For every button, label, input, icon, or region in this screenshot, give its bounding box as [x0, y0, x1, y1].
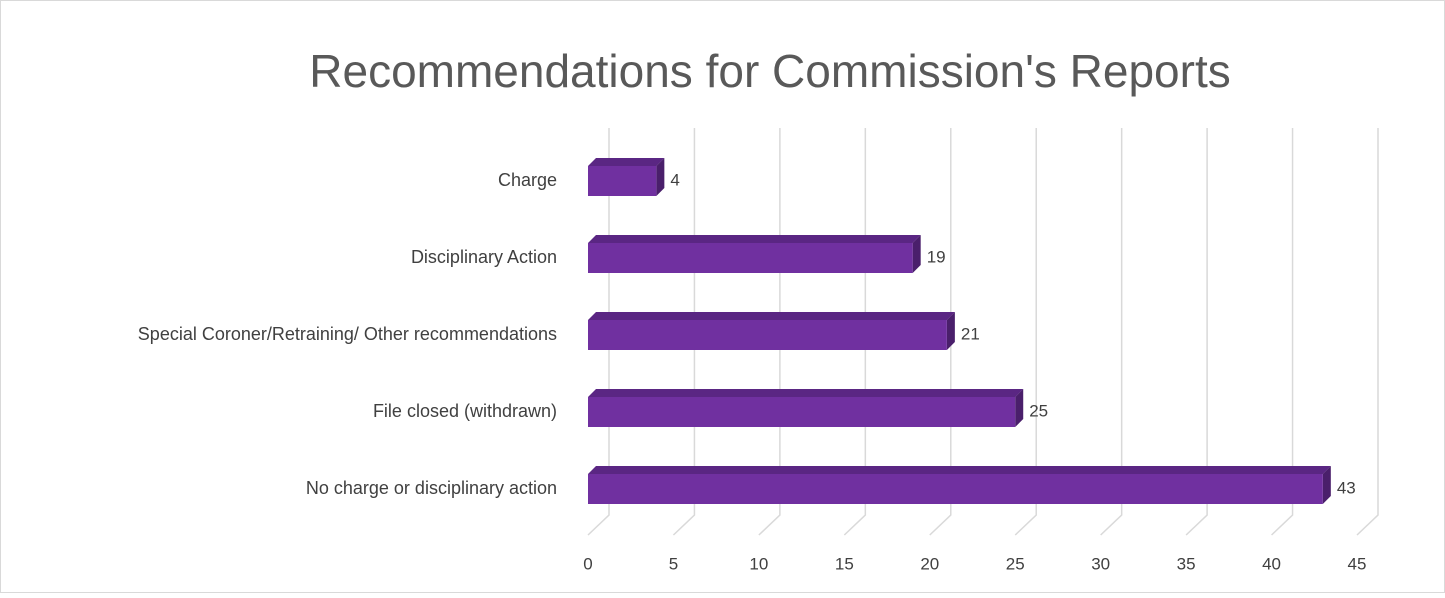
grid-line [929, 128, 952, 536]
x-tick-label: 45 [1348, 554, 1367, 573]
y-tick-label: No charge or disciplinary action [306, 478, 557, 498]
value-label: 4 [670, 170, 679, 189]
x-tick-label: 20 [920, 554, 939, 573]
bar-top [588, 389, 1024, 397]
bar [588, 320, 947, 350]
bar-top [588, 235, 921, 243]
y-tick-label: File closed (withdrawn) [373, 401, 557, 421]
bar-side [912, 235, 921, 273]
bar-top [588, 158, 665, 166]
x-tick-label: 35 [1177, 554, 1196, 573]
bar [588, 166, 657, 196]
bar-side [946, 312, 955, 350]
y-tick-label: Charge [498, 170, 557, 190]
value-label: 19 [927, 247, 946, 266]
chart-title: Recommendations for Commission's Reports [309, 45, 1230, 97]
grid-line [1185, 128, 1208, 536]
bar-top [588, 466, 1331, 474]
grid-line [1271, 128, 1294, 536]
bar [588, 397, 1016, 427]
value-label: 43 [1337, 478, 1356, 497]
x-tick-label: 30 [1091, 554, 1110, 573]
bar-top [588, 312, 955, 320]
x-tick-label: 10 [749, 554, 768, 573]
x-tick-label: 40 [1262, 554, 1281, 573]
value-label: 25 [1029, 401, 1048, 420]
y-tick-label: Disciplinary Action [411, 247, 557, 267]
bar [588, 243, 913, 273]
grid-line [1356, 128, 1379, 536]
x-tick-label: 25 [1006, 554, 1025, 573]
x-tick-label: 0 [583, 554, 592, 573]
x-tick-label: 5 [669, 554, 678, 573]
y-tick-label: Special Coroner/Retraining/ Other recomm… [138, 324, 557, 344]
bar-side [1015, 389, 1024, 427]
grid-line [1100, 128, 1123, 536]
grid-line [1014, 128, 1037, 536]
bar-side [656, 158, 665, 196]
bar [588, 474, 1323, 504]
bar-side [1322, 466, 1331, 504]
x-tick-label: 15 [835, 554, 854, 573]
value-label: 21 [961, 324, 980, 343]
